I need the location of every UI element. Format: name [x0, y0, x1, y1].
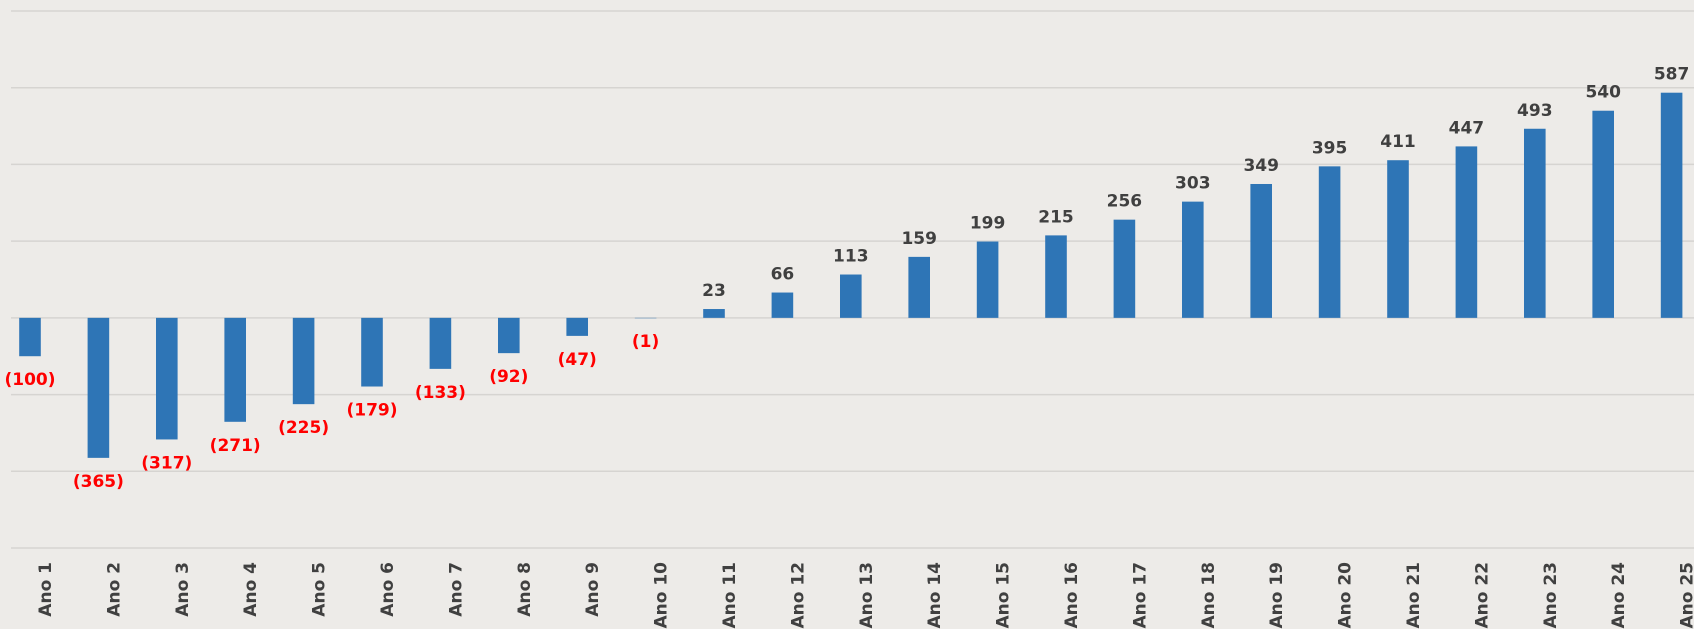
x-tick-label: Ano 25 [1678, 562, 1694, 629]
x-tick-label: Ano 13 [857, 562, 877, 629]
x-tick-label: Ano 15 [994, 562, 1014, 629]
x-tick-label: Ano 12 [788, 562, 808, 629]
data-label: 349 [1243, 156, 1279, 176]
data-label: (179) [346, 401, 397, 421]
bar [1592, 110, 1614, 318]
x-tick-label: Ano 8 [515, 562, 535, 617]
data-label: 199 [970, 214, 1006, 234]
bar [498, 317, 520, 354]
data-label: (1) [632, 332, 659, 352]
x-tick-label: Ano 10 [652, 562, 672, 629]
bar [1660, 92, 1683, 318]
x-tick-label: Ano 23 [1541, 562, 1561, 629]
data-label: (365) [73, 472, 124, 492]
x-tick-label: Ano 9 [583, 562, 603, 617]
data-label: 256 [1107, 192, 1143, 212]
bar [224, 317, 246, 422]
bar [703, 309, 725, 318]
x-tick-label: Ano 1 [36, 562, 56, 617]
x-tick-label: Ano 22 [1472, 562, 1492, 629]
data-label: 540 [1585, 83, 1621, 103]
bar [292, 317, 315, 405]
bar [1455, 146, 1478, 318]
x-tick-label: Ano 7 [446, 562, 466, 617]
bar [840, 274, 862, 318]
data-label: 23 [702, 281, 726, 301]
x-tick-label: Ano 6 [378, 562, 398, 617]
x-tick-label: Ano 14 [925, 562, 945, 629]
x-tick-label: Ano 5 [310, 562, 330, 617]
data-label: (271) [210, 436, 261, 456]
bar [87, 317, 110, 458]
data-label: 587 [1654, 65, 1690, 85]
bar [771, 292, 794, 318]
data-label: 493 [1517, 101, 1553, 121]
data-label: 113 [833, 247, 869, 267]
bar [1113, 219, 1136, 318]
bar [1045, 235, 1067, 318]
data-label: 447 [1449, 118, 1485, 138]
bar [976, 241, 999, 318]
x-tick-label: Ano 24 [1609, 562, 1629, 629]
x-tick-label: Ano 17 [1130, 562, 1150, 629]
bar [156, 317, 178, 440]
x-tick-label: Ano 21 [1404, 562, 1424, 629]
data-label: (47) [558, 350, 597, 370]
bar [1387, 160, 1409, 318]
x-tick-label: Ano 3 [173, 562, 193, 617]
bar [361, 317, 383, 387]
data-label: 159 [901, 229, 937, 249]
data-label: (225) [278, 418, 329, 438]
data-label: 66 [771, 265, 795, 285]
x-tick-label: Ano 20 [1336, 562, 1356, 629]
bar [1182, 201, 1204, 318]
data-label: (100) [4, 370, 55, 390]
bar [1318, 166, 1341, 318]
data-label: 303 [1175, 174, 1211, 194]
x-tick-label: Ano 18 [1199, 562, 1219, 629]
data-label: 411 [1380, 132, 1416, 152]
data-label: (133) [415, 383, 466, 403]
x-tick-label: Ano 16 [1062, 562, 1082, 629]
x-tick-label: Ano 19 [1267, 562, 1287, 629]
bar [1250, 183, 1272, 318]
bar [908, 256, 930, 318]
data-label: 215 [1038, 207, 1074, 227]
x-tick-label: Ano 2 [104, 562, 124, 617]
bar [19, 317, 41, 357]
x-tick-label: Ano 11 [720, 562, 740, 629]
data-label: (317) [141, 453, 192, 473]
bar [566, 317, 588, 336]
data-label: (92) [489, 367, 528, 387]
bar [429, 317, 452, 369]
x-tick-label: Ano 4 [241, 562, 261, 617]
bar [1524, 128, 1546, 318]
data-label: 395 [1312, 138, 1348, 158]
